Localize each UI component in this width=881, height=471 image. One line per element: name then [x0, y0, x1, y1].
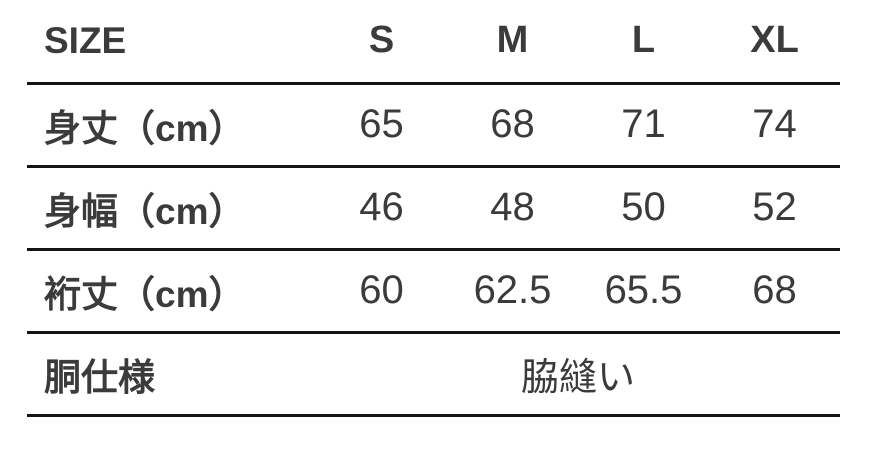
- cell-body-width-l: 50: [578, 166, 709, 251]
- cell-body-length-m: 68: [447, 83, 578, 168]
- cell-body-length-l: 71: [578, 83, 709, 168]
- cell-body-length-xl: 74: [709, 83, 840, 168]
- cell-sleeve-length-s: 60: [316, 249, 447, 334]
- column-header-m: M: [447, 0, 578, 85]
- cell-body-length-s: 65: [316, 83, 447, 168]
- row-label-sleeve-length: 裄丈（cm）: [27, 249, 316, 334]
- column-header-xl: XL: [709, 0, 840, 85]
- row-label-body-length: 身丈（cm）: [27, 83, 316, 168]
- cell-sleeve-length-l: 65.5: [578, 249, 709, 334]
- table-row-body-width: 身幅（cm） 46 48 50 52: [27, 166, 840, 251]
- cell-body-width-s: 46: [316, 166, 447, 251]
- table-row-body-length: 身丈（cm） 65 68 71 74: [27, 83, 840, 168]
- cell-body-width-m: 48: [447, 166, 578, 251]
- table-row-body-spec: 胴仕様 脇縫い: [27, 332, 840, 417]
- cell-body-width-xl: 52: [709, 166, 840, 251]
- column-header-s: S: [316, 0, 447, 85]
- cell-sleeve-length-m: 62.5: [447, 249, 578, 334]
- row-label-body-width: 身幅（cm）: [27, 166, 316, 251]
- size-header-label: SIZE: [27, 0, 316, 85]
- row-label-body-spec: 胴仕様: [27, 332, 316, 417]
- cell-body-spec-value: 脇縫い: [316, 332, 840, 417]
- column-header-l: L: [578, 0, 709, 85]
- cell-sleeve-length-xl: 68: [709, 249, 840, 334]
- header-row: SIZE S M L XL: [27, 0, 840, 85]
- size-chart-table: SIZE S M L XL 身丈（cm） 65 68 71 74 身幅（cm） …: [27, 0, 840, 417]
- table-row-sleeve-length: 裄丈（cm） 60 62.5 65.5 68: [27, 249, 840, 334]
- size-chart: SIZE S M L XL 身丈（cm） 65 68 71 74 身幅（cm） …: [27, 0, 840, 417]
